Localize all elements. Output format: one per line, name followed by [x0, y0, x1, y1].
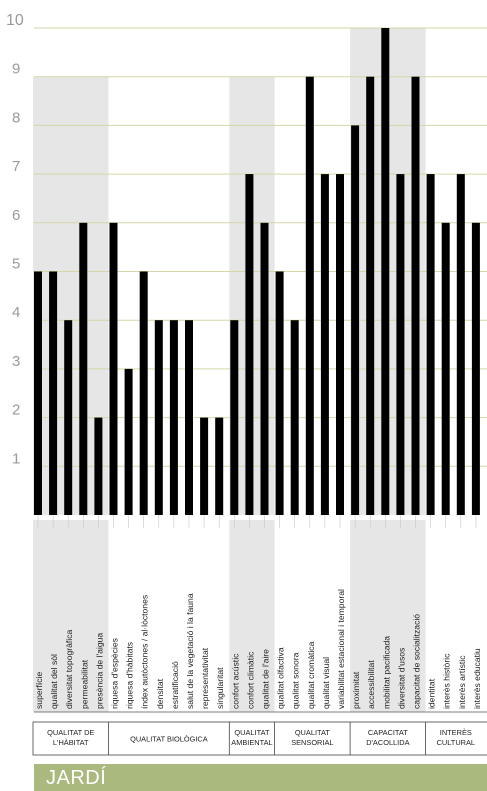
bar	[154, 320, 163, 515]
category-label: diversitat d'usos	[396, 648, 406, 709]
bar	[320, 174, 329, 515]
footer-band: JARDÍ	[34, 764, 487, 791]
bar	[230, 320, 239, 515]
y-tick-label: 1	[12, 450, 20, 467]
category-label: confort acústic	[230, 653, 240, 709]
group-label: D'ACOLLIDA	[366, 738, 409, 747]
group-label: AMBIENTAL	[231, 738, 272, 747]
y-tick-label: 5	[12, 256, 20, 273]
y-tick-label: 10	[6, 12, 24, 29]
bar	[169, 320, 178, 515]
bar	[336, 174, 344, 515]
bar	[34, 271, 42, 515]
category-label: densitat	[155, 678, 165, 709]
category-label: qualitat visual	[321, 657, 331, 709]
bar	[49, 271, 58, 515]
group-label-shade	[350, 520, 426, 712]
y-tick-label: 7	[12, 158, 20, 175]
bar	[215, 417, 224, 515]
category-label: qualitat de l'aire	[261, 649, 271, 709]
group-label: QUALITAT DE	[47, 728, 94, 737]
bar	[351, 125, 360, 516]
bar	[200, 417, 209, 515]
category-label: superfície	[34, 672, 44, 709]
bar	[305, 76, 314, 515]
category-label: capacitat de socialització	[412, 614, 422, 709]
category-label: interès artístic	[457, 655, 467, 709]
group-label-shade	[33, 520, 109, 712]
bar	[396, 174, 405, 515]
category-label: diversitat topogràfica	[64, 629, 74, 709]
category-label: qualitat del sòl	[49, 654, 59, 709]
category-label: mobilitat pacificada	[381, 636, 391, 709]
group-label: L'HÀBITAT	[53, 738, 89, 747]
category-label: qualitat sonora	[291, 652, 301, 709]
group-label: CULTURAL	[437, 738, 475, 747]
category-label: índex autòctones / al·lòctones	[140, 595, 150, 709]
category-label: qualitat cromàtica	[306, 641, 316, 709]
category-label: permeabilitat	[79, 659, 89, 709]
footer-title: JARDÍ	[46, 767, 107, 789]
category-label: presència de l'aigua	[94, 633, 104, 709]
y-tick-label: 8	[12, 109, 20, 126]
group-band-frame	[32, 721, 487, 756]
bar	[426, 174, 435, 515]
bar	[275, 271, 284, 515]
category-label: interès històric	[442, 653, 452, 709]
category-label: representativitat	[200, 647, 210, 709]
category-label: accessibilitat	[366, 660, 376, 709]
bar	[381, 28, 390, 515]
category-label: riquesa d'espècies	[110, 638, 120, 709]
bar	[79, 222, 88, 516]
category-label: estratificació	[170, 661, 180, 709]
group-label: QUALITAT BIOLÒGICA	[130, 735, 208, 744]
bar	[185, 320, 193, 515]
category-label: variabilitat estacional i temporal	[336, 589, 346, 709]
bar	[64, 320, 73, 515]
y-tick-label: 3	[12, 353, 20, 370]
bar	[124, 368, 133, 515]
group-label: QUALITAT	[295, 728, 331, 737]
group-label-shade	[229, 520, 275, 712]
group-label: QUALITAT	[234, 728, 270, 737]
bar	[260, 222, 269, 516]
group-label: SENSORIAL	[291, 738, 333, 747]
bar	[456, 174, 465, 515]
bar	[366, 76, 375, 515]
bar	[441, 222, 450, 516]
category-label: interès educatiu	[472, 648, 482, 709]
y-tick-label: 6	[12, 207, 20, 224]
bar	[411, 76, 420, 515]
y-tick-label: 2	[12, 402, 20, 419]
group-label: INTERÈS	[440, 728, 472, 737]
bar	[290, 320, 299, 515]
bar	[94, 417, 103, 515]
category-label: confort climàtic	[245, 651, 255, 709]
category-label: proximitat	[351, 671, 361, 709]
category-label: qualitat olfactiva	[276, 647, 286, 709]
bar	[139, 271, 148, 515]
bar	[109, 222, 118, 516]
category-label: identitat	[427, 678, 437, 709]
bar	[471, 222, 480, 516]
y-tick-label: 9	[12, 61, 20, 78]
category-label: riquesa d'hàbitats	[125, 642, 135, 709]
y-tick-label: 4	[12, 304, 20, 321]
category-label: singularitat	[215, 667, 225, 709]
category-label: salut de la vegetació i la fauna	[185, 593, 195, 709]
group-label: CAPACITAT	[368, 728, 408, 737]
bar	[245, 174, 254, 515]
